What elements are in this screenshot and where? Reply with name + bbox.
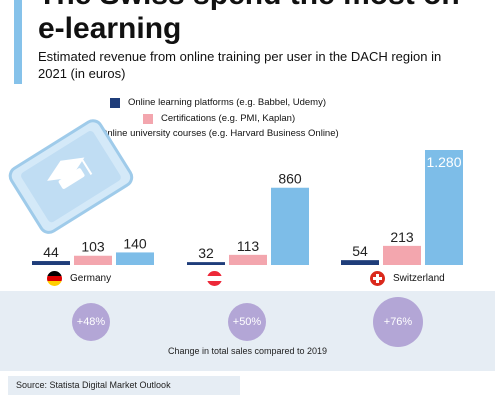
bar-austria-1 <box>187 262 225 265</box>
legend-label-platforms: Online learning platforms (e.g. Babbel, … <box>128 97 327 108</box>
switzerland-flag-icon <box>370 271 385 286</box>
tablet-illustration <box>8 119 134 234</box>
bar-label-germany-3: 140 <box>123 235 147 251</box>
legend-item-platforms: Online learning platforms (e.g. Babbel, … <box>110 97 326 108</box>
page-subtitle: Estimated revenue from online training p… <box>38 49 442 81</box>
bar-germany-1 <box>32 261 70 265</box>
growth-caption: Change in total sales compared to 2019 <box>167 346 328 356</box>
country-label-germany: Germany <box>47 271 111 286</box>
country-name-switzerland: Switzerland <box>393 273 445 284</box>
germany-flag-icon <box>47 271 62 286</box>
legend-swatch-platforms <box>110 97 120 108</box>
bar-label-switzerland-1: 54 <box>352 243 368 259</box>
growth-bubble-switzerland: +76% <box>373 297 423 347</box>
country-name-germany: Germany <box>70 273 112 284</box>
legend-label-university: Online university courses (e.g. Harvard … <box>100 128 339 139</box>
page-title: The Swiss spend the most on e-learning <box>38 0 460 45</box>
legend-item-certifications: Certifications (e.g. PMI, Kaplan) <box>143 113 295 124</box>
source-note: Source: Statista Digital Market Outlook <box>8 376 240 395</box>
bar-switzerland-2 <box>383 245 421 265</box>
growth-bubble-germany: +48% <box>72 303 110 341</box>
bar-label-switzerland-2: 213 <box>390 229 414 245</box>
country-label-austria <box>207 271 230 286</box>
bar-label-austria-3: 860 <box>278 171 302 187</box>
bar-label-germany-1: 44 <box>43 244 59 260</box>
bar-austria-2 <box>229 254 267 265</box>
accent-bar <box>14 0 22 84</box>
bar-label-austria-2: 113 <box>237 238 260 254</box>
legend-swatch-certifications <box>143 113 153 124</box>
austria-flag-icon <box>207 271 222 286</box>
growth-bubble-austria: +50% <box>228 303 266 341</box>
bar-germany-3 <box>116 252 154 265</box>
bar-germany-2 <box>74 255 112 265</box>
bar-label-austria-1: 32 <box>198 245 214 261</box>
bar-austria-3 <box>271 187 309 265</box>
country-label-switzerland: Switzerland <box>370 271 445 286</box>
legend-label-certifications: Certifications (e.g. PMI, Kaplan) <box>161 113 296 124</box>
bar-chart: 44 103 140 32 113 860 54 213 1.280 <box>8 119 463 265</box>
bar-label-switzerland-3: 1.280 <box>426 154 461 170</box>
bar-switzerland-1 <box>341 260 379 265</box>
bar-switzerland-3 <box>425 150 463 265</box>
bar-label-germany-2: 103 <box>81 239 105 255</box>
